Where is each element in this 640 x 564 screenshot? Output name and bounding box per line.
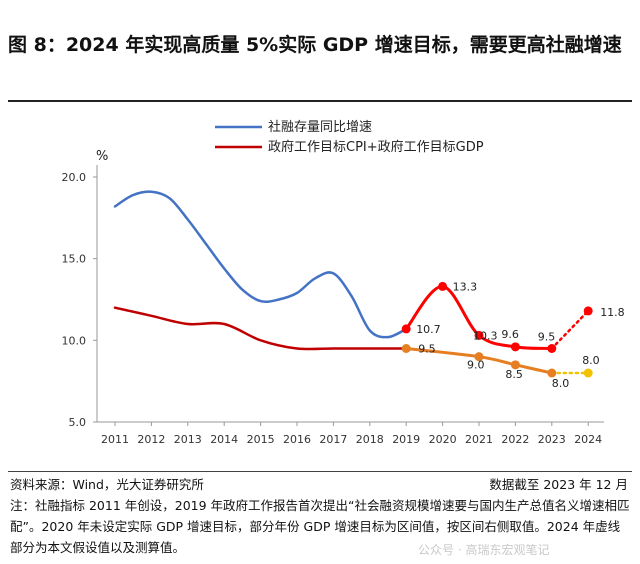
footnote: 注：社融指标 2011 年创设，2019 年政府工作报告首次提出“社会融资规模增…	[10, 498, 630, 555]
series-line-0	[113, 190, 408, 339]
source-note: 资料来源：Wind，光大证券研究所	[10, 477, 204, 492]
x-tick-label: 2016	[283, 433, 311, 446]
data-point	[547, 368, 557, 378]
data-label: 9.0	[467, 359, 485, 372]
data-label: 8.5	[505, 368, 523, 381]
y-tick-label: 5.0	[69, 416, 87, 429]
chart-title: 图 8：2024 年实现高质量 5%实际 GDP 增速目标，需要更高社融增速	[8, 34, 622, 56]
legend-label-target: 政府工作目标CPI+政府工作目标GDP	[268, 140, 484, 155]
x-tick-label: 2023	[538, 433, 566, 446]
data-point	[510, 342, 520, 352]
data-label: 9.5	[418, 343, 436, 356]
x-tick-label: 2021	[465, 433, 493, 446]
x-tick-label: 2020	[429, 433, 457, 446]
data-point	[547, 344, 557, 353]
x-ticks: 2011 2012 2013 2014 2015 2016 2017 2018 2019 2020…	[101, 422, 602, 446]
x-tick-label: 2022	[501, 433, 529, 446]
data-label: 10.7	[416, 323, 441, 336]
highlight-line-2	[404, 347, 554, 375]
data-point	[510, 360, 520, 370]
data-point	[474, 330, 484, 340]
series-markers	[401, 281, 593, 378]
y-axis-unit: %	[96, 149, 108, 164]
data-label: 8.0	[582, 354, 600, 367]
data-labels: 10.7 13.3 10.3 9.6 9.5 11.8 9.5 9.0 8.5 8.0 8.0	[416, 280, 625, 390]
x-tick-label: 2024	[574, 433, 602, 446]
data-label: 11.8	[600, 306, 625, 319]
data-cutoff: 数据截至 2023 年 12 月	[489, 477, 628, 492]
data-point	[474, 352, 484, 362]
y-ticks: 5.0 10.0 15.0 20.0	[62, 171, 97, 429]
x-tick-label: 2019	[392, 433, 420, 446]
x-tick-label: 2015	[247, 433, 275, 446]
line-chart: 社融存量同比增速 政府工作目标CPI+政府工作目标GDP % 5.0 10.0 15…	[62, 119, 625, 446]
title-divider	[8, 100, 632, 102]
y-tick-label: 15.0	[62, 253, 87, 266]
y-tick-label: 10.0	[62, 334, 87, 347]
footer-divider	[8, 471, 632, 472]
data-point	[401, 324, 411, 334]
data-point	[438, 281, 448, 291]
x-tick-label: 2012	[137, 433, 165, 446]
x-tick-label: 2018	[356, 433, 384, 446]
data-label: 10.3	[473, 329, 498, 342]
legend: 社融存量同比增速 政府工作目标CPI+政府工作目标GDP	[215, 119, 484, 155]
x-tick-label: 2013	[174, 433, 202, 446]
highlight-line-1	[550, 309, 590, 350]
x-tick-label: 2011	[101, 433, 129, 446]
x-tick-label: 2017	[319, 433, 347, 446]
data-label: 9.5	[538, 331, 556, 344]
data-label: 8.0	[552, 377, 570, 390]
data-point	[583, 306, 593, 316]
series-line-1	[113, 306, 408, 351]
watermark: 公众号 · 高瑞东宏观笔记	[418, 543, 550, 557]
data-label: 13.3	[453, 280, 478, 293]
legend-label-shirong: 社融存量同比增速	[268, 119, 372, 135]
x-tick-label: 2014	[210, 433, 238, 446]
y-tick-label: 20.0	[62, 171, 87, 184]
data-point	[401, 344, 411, 353]
data-label: 9.6	[501, 328, 519, 341]
data-point	[583, 368, 593, 378]
